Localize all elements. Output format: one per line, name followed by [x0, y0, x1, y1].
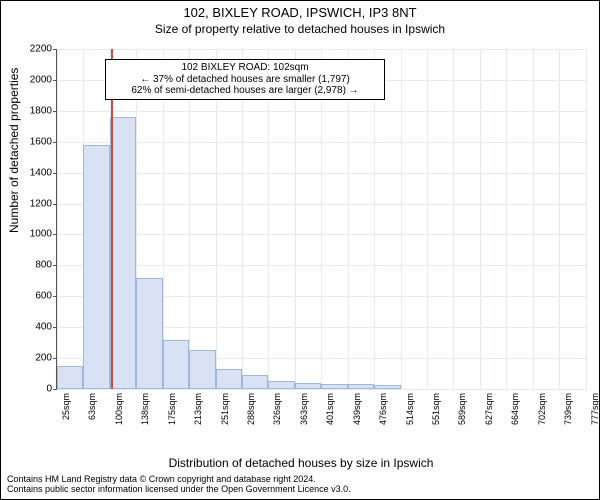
- bar: [268, 381, 294, 390]
- gridline-v: [295, 49, 296, 389]
- ytick-label: 600: [12, 291, 52, 302]
- xtick-label: 589sqm: [457, 393, 467, 433]
- xtick-label: 175sqm: [167, 393, 177, 433]
- page-subtitle: Size of property relative to detached ho…: [1, 20, 599, 36]
- gridline-v: [506, 49, 507, 389]
- gridline-v: [189, 49, 190, 389]
- annotation-line: 62% of semi-detached houses are larger (…: [110, 85, 380, 97]
- gridline-v: [374, 49, 375, 389]
- xtick-label: 326sqm: [272, 393, 282, 433]
- gridline-v: [163, 49, 164, 389]
- xtick-label: 213sqm: [193, 393, 203, 433]
- xtick-label: 551sqm: [431, 393, 441, 433]
- xtick-label: 100sqm: [114, 393, 124, 433]
- page-title: 102, BIXLEY ROAD, IPSWICH, IP3 8NT: [1, 1, 599, 20]
- xtick-label: 514sqm: [405, 393, 415, 433]
- gridline-v: [559, 49, 560, 389]
- footer-line-2: Contains public sector information licen…: [7, 485, 593, 495]
- bar: [189, 350, 215, 389]
- footer: Contains HM Land Registry data © Crown c…: [7, 475, 593, 495]
- xtick-label: 288sqm: [246, 393, 256, 433]
- xtick-label: 627sqm: [484, 393, 494, 433]
- xtick-label: 25sqm: [61, 393, 71, 433]
- ytick-label: 200: [12, 353, 52, 364]
- xtick-label: 439sqm: [352, 393, 362, 433]
- gridline-v: [268, 49, 269, 389]
- bar: [110, 117, 136, 389]
- bar: [136, 278, 162, 389]
- xtick-label: 138sqm: [140, 393, 150, 433]
- ytick-mark: [53, 389, 57, 390]
- annotation-line: 102 BIXLEY ROAD: 102sqm: [110, 62, 380, 74]
- chart-container: 102, BIXLEY ROAD, IPSWICH, IP3 8NT Size …: [0, 0, 600, 500]
- x-axis-label: Distribution of detached houses by size …: [1, 456, 600, 470]
- ytick-label: 400: [12, 322, 52, 333]
- xtick-label: 401sqm: [325, 393, 335, 433]
- bar: [163, 340, 189, 389]
- xtick-label: 63sqm: [87, 393, 97, 433]
- ytick-label: 1600: [12, 136, 52, 147]
- ytick-label: 800: [12, 260, 52, 271]
- bar: [348, 384, 374, 389]
- xtick-label: 702sqm: [537, 393, 547, 433]
- gridline-v: [242, 49, 243, 389]
- gridline-v: [216, 49, 217, 389]
- plot-outer: 102 BIXLEY ROAD: 102sqm← 37% of detached…: [56, 49, 586, 417]
- bar: [83, 145, 109, 389]
- ytick-label: 1000: [12, 229, 52, 240]
- annotation-line: ← 37% of detached houses are smaller (1,…: [110, 74, 380, 86]
- marker-line: [111, 49, 113, 389]
- gridline-v: [401, 49, 402, 389]
- gridline-v: [427, 49, 428, 389]
- bar: [374, 385, 400, 389]
- annotation-box: 102 BIXLEY ROAD: 102sqm← 37% of detached…: [105, 59, 385, 100]
- gridline-v: [533, 49, 534, 389]
- bar: [216, 369, 242, 389]
- gridline-h: [57, 389, 587, 390]
- bar: [321, 384, 347, 389]
- xtick-label: 363sqm: [299, 393, 309, 433]
- xtick-label: 251sqm: [220, 393, 230, 433]
- xtick-label: 777sqm: [590, 393, 600, 433]
- gridline-v: [480, 49, 481, 389]
- ytick-label: 2200: [12, 44, 52, 55]
- gridline-v: [57, 49, 58, 389]
- xtick-label: 664sqm: [510, 393, 520, 433]
- ytick-label: 1200: [12, 198, 52, 209]
- bar: [295, 383, 321, 389]
- ytick-label: 0: [12, 384, 52, 395]
- ytick-label: 1800: [12, 105, 52, 116]
- ytick-label: 2000: [12, 74, 52, 85]
- gridline-v: [453, 49, 454, 389]
- gridline-v: [348, 49, 349, 389]
- ytick-label: 1400: [12, 167, 52, 178]
- bar: [57, 366, 83, 389]
- plot-area: 102 BIXLEY ROAD: 102sqm← 37% of detached…: [56, 49, 587, 390]
- xtick-label: 476sqm: [378, 393, 388, 433]
- bar: [242, 375, 268, 389]
- xtick-label: 739sqm: [563, 393, 573, 433]
- gridline-v: [321, 49, 322, 389]
- gridline-v: [586, 49, 587, 389]
